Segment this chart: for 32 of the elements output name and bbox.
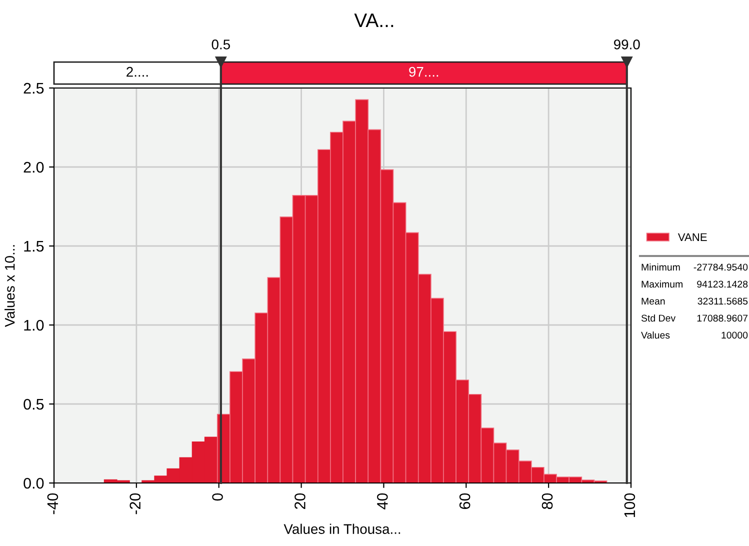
- text: 10000: [722, 332, 748, 339]
- text: 97....: [409, 66, 438, 77]
- text: Std Dev: [641, 314, 676, 322]
- text: 2....: [126, 66, 148, 77]
- x-tick-label: 100: [624, 493, 636, 518]
- legend-label: VANE: [678, 233, 707, 241]
- text: 17088.9607: [697, 314, 748, 322]
- y-tick-label: 1.0: [24, 320, 44, 331]
- chart-title: VA...: [354, 14, 394, 28]
- text: Maximum: [642, 280, 682, 288]
- ref-line-label: 0.5: [212, 40, 230, 50]
- x-tick-label: 20: [294, 493, 306, 509]
- y-tick-label: 0.5: [24, 398, 44, 410]
- text: 32311.5685: [698, 298, 748, 305]
- x-tick-label: 40: [376, 493, 388, 510]
- y-tick-label: 1.5: [24, 241, 44, 252]
- x-axis-title: Values in Thousa...: [284, 524, 400, 534]
- text: Values: [641, 331, 670, 339]
- y-tick-label: 2.0: [24, 162, 44, 173]
- x-tick-label: -20: [130, 493, 141, 514]
- text: Minimum: [642, 263, 680, 271]
- text: Mean: [642, 298, 665, 305]
- x-tick-label: 80: [542, 493, 553, 510]
- x-tick-label: -40: [47, 493, 58, 514]
- x-tick-label: 60: [459, 493, 470, 509]
- y-tick-label: 2.5: [24, 82, 44, 94]
- x-tick-label: 0: [212, 493, 223, 501]
- text: 94123.1428: [697, 280, 748, 288]
- y-axis-title: Values x 10...: [4, 245, 15, 327]
- ref-line-label: 99.0: [614, 40, 640, 50]
- y-tick-label: 0.0: [24, 478, 44, 489]
- text: -27784.9540: [694, 264, 748, 271]
